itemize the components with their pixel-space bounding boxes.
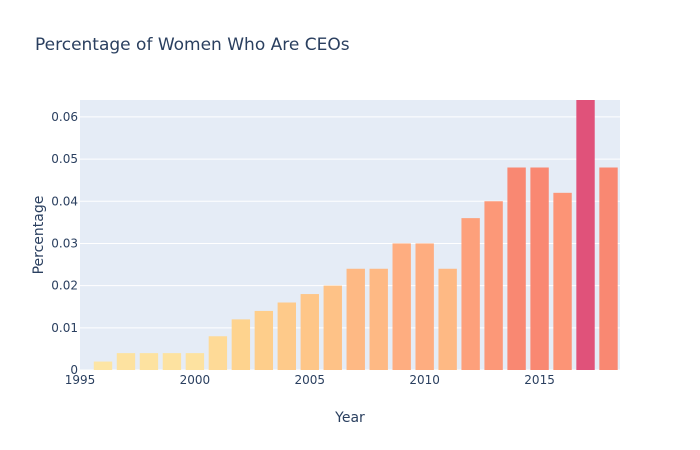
bar-2002: [231, 319, 251, 370]
y-tick-label: 0: [70, 363, 78, 377]
bar-1999: [162, 353, 182, 370]
bar-2005: [300, 294, 319, 370]
bar-2006: [323, 285, 342, 370]
bar-2014: [507, 167, 526, 370]
x-tick-label: 2015: [524, 373, 555, 387]
y-tick-label: 0.06: [51, 110, 78, 124]
y-tick-label: 0.01: [51, 321, 78, 335]
y-tick-label: 0.05: [51, 152, 78, 166]
bar-2010: [415, 243, 434, 370]
y-tick-label: 0.02: [51, 279, 78, 293]
bar-2017: [576, 100, 595, 370]
x-tick-label: 2000: [180, 373, 211, 387]
bar-2012: [461, 218, 480, 370]
bar-2011: [438, 268, 457, 370]
y-tick-label: 0.04: [51, 194, 78, 208]
bar-2004: [277, 302, 296, 370]
chart-title: Percentage of Women Who Are CEOs: [35, 35, 350, 55]
x-axis-ticks: 1995 2000 2005 2010 2015: [65, 373, 555, 387]
y-tick-label: 0.03: [51, 236, 78, 250]
bar-1998: [139, 353, 159, 370]
y-axis-title: Percentage: [31, 196, 47, 275]
bar-2000: [185, 353, 205, 370]
bar-2003: [254, 310, 274, 370]
bar-2001: [208, 336, 228, 370]
bar-2008: [369, 268, 388, 370]
bar-2018: [599, 167, 618, 370]
bar-2007: [346, 268, 365, 370]
bar-1997: [116, 353, 136, 370]
bar-2015: [530, 167, 549, 370]
bar-1996: [93, 361, 113, 370]
bar-2016: [553, 192, 572, 370]
bars: [93, 100, 618, 370]
x-tick-label: 2010: [409, 373, 440, 387]
x-tick-label: 2005: [295, 373, 326, 387]
x-tick-label: 1995: [65, 373, 96, 387]
bar-2013: [484, 201, 503, 370]
x-axis-title: Year: [334, 410, 365, 426]
bar-2009: [392, 243, 411, 370]
y-axis-ticks: 0 0.01 0.02 0.03 0.04 0.05 0.06: [51, 110, 78, 377]
